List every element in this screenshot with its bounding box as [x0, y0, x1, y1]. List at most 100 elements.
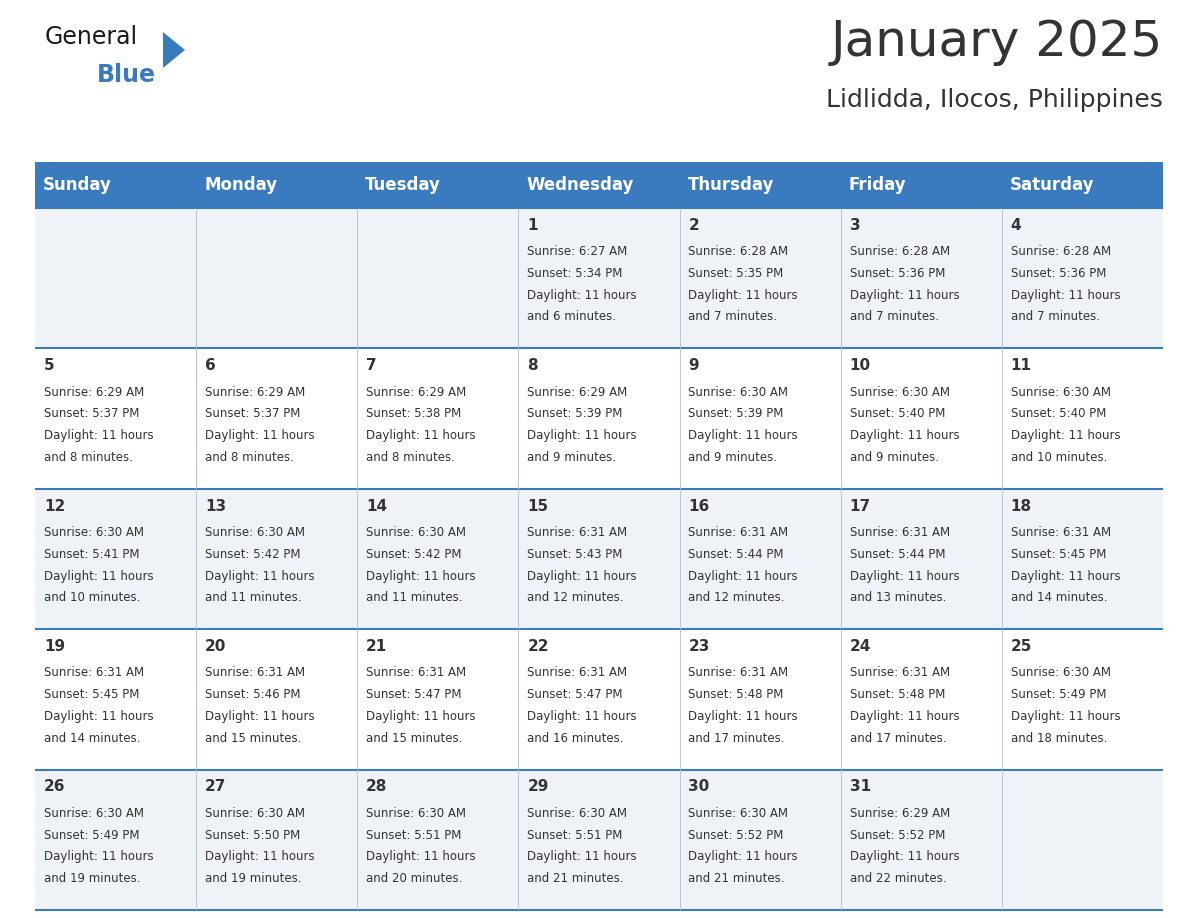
Text: 2: 2 — [688, 218, 700, 233]
Bar — [1001, 208, 1163, 349]
Bar — [680, 488, 841, 629]
Text: General: General — [45, 25, 138, 49]
Text: 18: 18 — [1011, 498, 1032, 514]
Text: Sunset: 5:37 PM: Sunset: 5:37 PM — [44, 408, 139, 420]
Text: Wednesday: Wednesday — [526, 176, 634, 194]
Bar — [34, 208, 196, 349]
Text: and 10 minutes.: and 10 minutes. — [1011, 451, 1107, 464]
Text: Daylight: 11 hours: Daylight: 11 hours — [1011, 569, 1120, 583]
Text: Daylight: 11 hours: Daylight: 11 hours — [44, 850, 153, 863]
Text: 7: 7 — [366, 358, 377, 374]
Bar — [841, 769, 1001, 910]
Bar — [680, 162, 841, 208]
Text: and 7 minutes.: and 7 minutes. — [1011, 310, 1100, 323]
Text: Sunset: 5:40 PM: Sunset: 5:40 PM — [1011, 408, 1106, 420]
Bar — [1001, 769, 1163, 910]
Text: Daylight: 11 hours: Daylight: 11 hours — [688, 429, 798, 442]
Text: and 20 minutes.: and 20 minutes. — [366, 872, 462, 885]
Text: Daylight: 11 hours: Daylight: 11 hours — [688, 569, 798, 583]
Text: Daylight: 11 hours: Daylight: 11 hours — [206, 710, 315, 723]
Text: and 9 minutes.: and 9 minutes. — [849, 451, 939, 464]
Text: Sunset: 5:42 PM: Sunset: 5:42 PM — [206, 548, 301, 561]
Text: and 21 minutes.: and 21 minutes. — [688, 872, 785, 885]
Text: Sunset: 5:39 PM: Sunset: 5:39 PM — [688, 408, 784, 420]
Text: Sunrise: 6:29 AM: Sunrise: 6:29 AM — [366, 386, 467, 398]
Text: Sunset: 5:41 PM: Sunset: 5:41 PM — [44, 548, 139, 561]
Text: Daylight: 11 hours: Daylight: 11 hours — [206, 850, 315, 863]
Text: and 19 minutes.: and 19 minutes. — [44, 872, 140, 885]
Text: Saturday: Saturday — [1010, 176, 1094, 194]
Text: Sunrise: 6:31 AM: Sunrise: 6:31 AM — [849, 666, 949, 679]
Text: Sunset: 5:36 PM: Sunset: 5:36 PM — [849, 267, 944, 280]
Text: 24: 24 — [849, 639, 871, 654]
Text: Daylight: 11 hours: Daylight: 11 hours — [688, 289, 798, 302]
Bar — [34, 349, 196, 488]
Bar — [518, 629, 680, 769]
Text: Sunrise: 6:30 AM: Sunrise: 6:30 AM — [366, 807, 466, 820]
Text: Sunrise: 6:27 AM: Sunrise: 6:27 AM — [527, 245, 627, 258]
Text: Sunrise: 6:30 AM: Sunrise: 6:30 AM — [527, 807, 627, 820]
Text: and 11 minutes.: and 11 minutes. — [206, 591, 302, 604]
Text: Sunrise: 6:31 AM: Sunrise: 6:31 AM — [688, 666, 789, 679]
Bar — [196, 162, 358, 208]
Text: Sunset: 5:52 PM: Sunset: 5:52 PM — [688, 829, 784, 842]
Text: 9: 9 — [688, 358, 699, 374]
Bar — [196, 349, 358, 488]
Text: Sunset: 5:44 PM: Sunset: 5:44 PM — [688, 548, 784, 561]
Bar — [196, 629, 358, 769]
Text: and 7 minutes.: and 7 minutes. — [849, 310, 939, 323]
Bar — [358, 162, 518, 208]
Bar — [680, 349, 841, 488]
Text: 4: 4 — [1011, 218, 1022, 233]
Text: and 7 minutes.: and 7 minutes. — [688, 310, 777, 323]
Text: Daylight: 11 hours: Daylight: 11 hours — [206, 429, 315, 442]
Text: Daylight: 11 hours: Daylight: 11 hours — [206, 569, 315, 583]
Text: Sunset: 5:43 PM: Sunset: 5:43 PM — [527, 548, 623, 561]
Text: Daylight: 11 hours: Daylight: 11 hours — [527, 850, 637, 863]
Bar — [34, 488, 196, 629]
Text: and 6 minutes.: and 6 minutes. — [527, 310, 617, 323]
Text: Daylight: 11 hours: Daylight: 11 hours — [527, 710, 637, 723]
Text: 30: 30 — [688, 779, 709, 794]
Bar — [358, 629, 518, 769]
Bar — [841, 349, 1001, 488]
Text: and 21 minutes.: and 21 minutes. — [527, 872, 624, 885]
Text: Daylight: 11 hours: Daylight: 11 hours — [44, 569, 153, 583]
Text: 3: 3 — [849, 218, 860, 233]
Bar — [518, 488, 680, 629]
Text: 27: 27 — [206, 779, 227, 794]
Text: Daylight: 11 hours: Daylight: 11 hours — [849, 569, 959, 583]
Text: 11: 11 — [1011, 358, 1031, 374]
Bar — [680, 769, 841, 910]
Text: Daylight: 11 hours: Daylight: 11 hours — [366, 710, 475, 723]
Text: 1: 1 — [527, 218, 538, 233]
Bar — [358, 349, 518, 488]
Text: Sunset: 5:47 PM: Sunset: 5:47 PM — [366, 688, 462, 701]
Text: 31: 31 — [849, 779, 871, 794]
Text: and 13 minutes.: and 13 minutes. — [849, 591, 946, 604]
Bar — [196, 208, 358, 349]
Text: Sunrise: 6:31 AM: Sunrise: 6:31 AM — [1011, 526, 1111, 539]
Text: 16: 16 — [688, 498, 709, 514]
Text: Sunday: Sunday — [43, 176, 112, 194]
Bar — [518, 769, 680, 910]
Text: Daylight: 11 hours: Daylight: 11 hours — [688, 850, 798, 863]
Text: January 2025: January 2025 — [830, 18, 1163, 66]
Text: Sunset: 5:38 PM: Sunset: 5:38 PM — [366, 408, 461, 420]
Text: Sunrise: 6:29 AM: Sunrise: 6:29 AM — [44, 386, 144, 398]
Text: and 19 minutes.: and 19 minutes. — [206, 872, 302, 885]
Bar — [518, 349, 680, 488]
Text: and 8 minutes.: and 8 minutes. — [206, 451, 293, 464]
Bar — [196, 488, 358, 629]
Text: Daylight: 11 hours: Daylight: 11 hours — [1011, 710, 1120, 723]
Text: 21: 21 — [366, 639, 387, 654]
Text: Sunrise: 6:31 AM: Sunrise: 6:31 AM — [849, 526, 949, 539]
Text: and 16 minutes.: and 16 minutes. — [527, 732, 624, 744]
Text: Sunrise: 6:29 AM: Sunrise: 6:29 AM — [527, 386, 627, 398]
Bar — [1001, 349, 1163, 488]
Bar — [680, 629, 841, 769]
Text: Thursday: Thursday — [688, 176, 775, 194]
Bar — [358, 488, 518, 629]
Text: Sunset: 5:37 PM: Sunset: 5:37 PM — [206, 408, 301, 420]
Text: Sunset: 5:49 PM: Sunset: 5:49 PM — [44, 829, 139, 842]
